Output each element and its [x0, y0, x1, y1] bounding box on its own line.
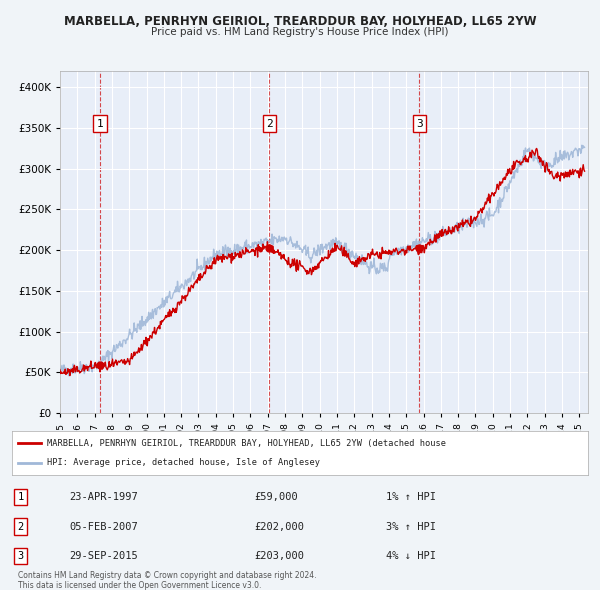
Text: 3: 3	[17, 551, 24, 560]
Text: This data is licensed under the Open Government Licence v3.0.: This data is licensed under the Open Gov…	[18, 581, 262, 589]
Text: £59,000: £59,000	[254, 493, 298, 502]
Text: 1: 1	[97, 119, 103, 129]
Text: MARBELLA, PENRHYN GEIRIOL, TREARDDUR BAY, HOLYHEAD, LL65 2YW: MARBELLA, PENRHYN GEIRIOL, TREARDDUR BAY…	[64, 15, 536, 28]
Text: 4% ↓ HPI: 4% ↓ HPI	[386, 551, 436, 560]
Text: 2: 2	[266, 119, 272, 129]
Text: 05-FEB-2007: 05-FEB-2007	[70, 522, 139, 532]
Text: Contains HM Land Registry data © Crown copyright and database right 2024.: Contains HM Land Registry data © Crown c…	[18, 571, 317, 580]
Text: 23-APR-1997: 23-APR-1997	[70, 493, 139, 502]
Text: 3: 3	[416, 119, 422, 129]
Text: 3% ↑ HPI: 3% ↑ HPI	[386, 522, 436, 532]
Text: 2: 2	[17, 522, 24, 532]
Text: 1% ↑ HPI: 1% ↑ HPI	[386, 493, 436, 502]
Text: HPI: Average price, detached house, Isle of Anglesey: HPI: Average price, detached house, Isle…	[47, 458, 320, 467]
Text: £203,000: £203,000	[254, 551, 304, 560]
Text: MARBELLA, PENRHYN GEIRIOL, TREARDDUR BAY, HOLYHEAD, LL65 2YW (detached house: MARBELLA, PENRHYN GEIRIOL, TREARDDUR BAY…	[47, 438, 446, 448]
Text: Price paid vs. HM Land Registry's House Price Index (HPI): Price paid vs. HM Land Registry's House …	[151, 27, 449, 37]
Text: £202,000: £202,000	[254, 522, 304, 532]
Text: 29-SEP-2015: 29-SEP-2015	[70, 551, 139, 560]
Text: 1: 1	[17, 493, 24, 502]
